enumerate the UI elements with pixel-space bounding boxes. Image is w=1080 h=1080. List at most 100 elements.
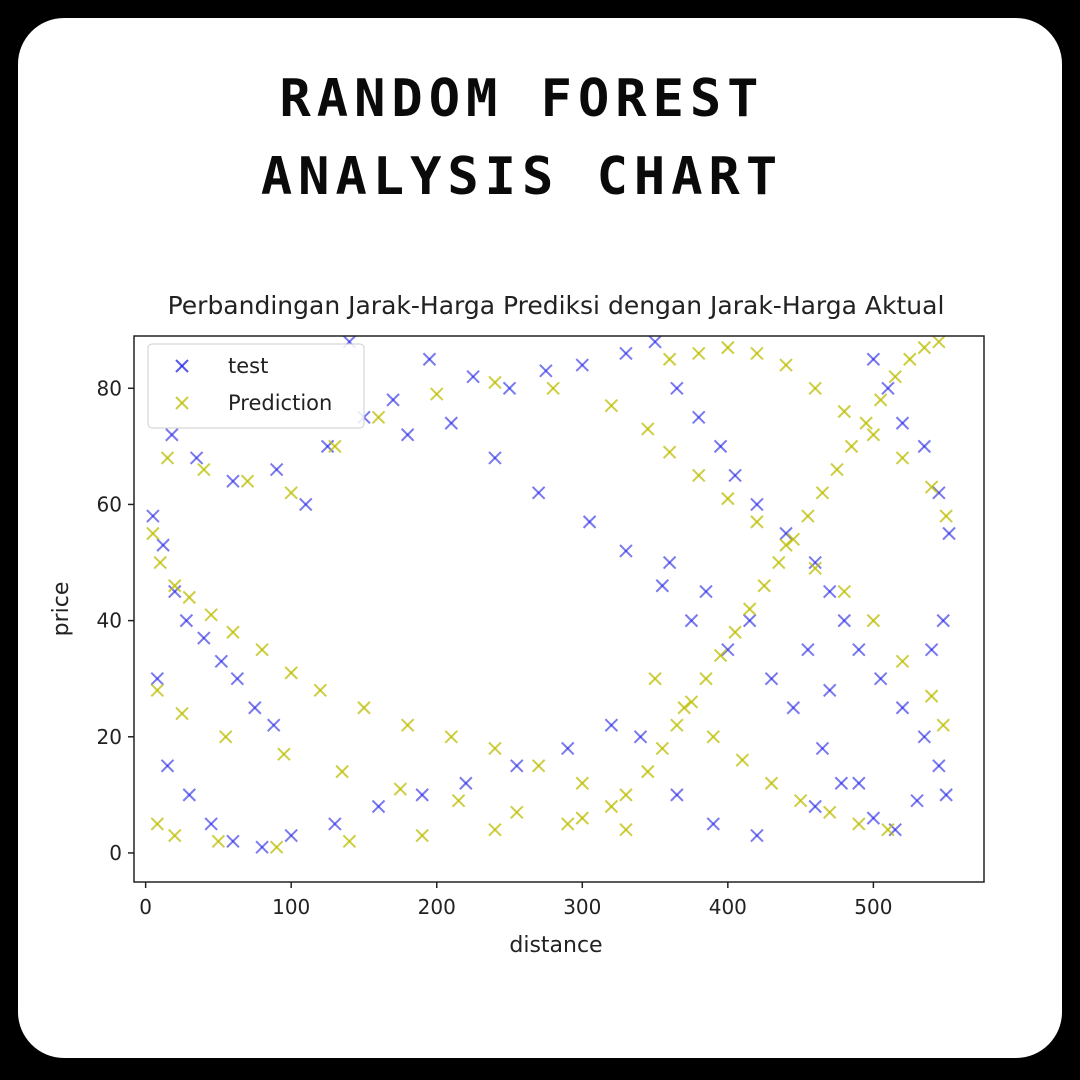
test-point [502,381,517,395]
prediction-point [808,381,822,395]
test-point [488,451,502,465]
test-point [539,364,553,378]
test-point [917,730,932,744]
legend-label: Prediction [228,391,332,415]
test-point [924,642,939,657]
prediction-point [146,526,160,541]
prediction-point [531,759,546,773]
prediction-point [684,695,699,709]
test-point [721,642,735,657]
prediction-point [764,776,779,790]
test-point [633,730,648,744]
test-point [156,538,170,552]
test-point [823,584,837,599]
test-point [299,497,313,512]
prediction-point [815,486,830,500]
chart-card [18,18,1062,1058]
test-point [284,828,298,843]
prediction-point [936,718,950,732]
test-point [917,439,932,454]
prediction-point [837,584,851,599]
test-point [248,701,262,715]
y-tick-label: 20 [97,725,122,749]
test-point [604,718,619,732]
test-point [561,741,575,756]
prediction-point [859,416,873,430]
test-point [269,462,284,477]
test-point [808,555,822,570]
test-point [786,701,801,715]
prediction-point [924,480,939,494]
prediction-point [342,834,357,849]
prediction-point [721,340,735,355]
test-point [692,410,706,425]
prediction-point [153,555,167,570]
prediction-point [561,817,575,831]
prediction-point [182,590,197,605]
page-title-line2: ANALYSIS CHART [260,147,784,207]
legend-label: test [228,354,268,378]
prediction-point [655,741,670,756]
prediction-point [150,683,164,698]
prediction-point [604,398,619,413]
test-point [386,393,400,407]
test-point [801,642,815,657]
test-point [531,486,546,500]
prediction-point [757,579,771,593]
test-point [852,776,866,790]
test-point [742,613,757,628]
prediction-point [335,764,349,779]
y-axis-label: price [49,582,74,637]
test-point [873,671,888,686]
test-point [582,515,597,529]
test-point [728,468,742,483]
legend-box [147,343,365,429]
prediction-point [677,701,691,715]
prediction-point [648,671,662,686]
prediction-point [793,793,808,808]
prediction-point [779,358,793,372]
prediction-point [699,671,713,686]
prediction-point [692,346,706,361]
test-point [706,817,720,831]
test-point [910,793,924,808]
test-point [165,428,179,442]
test-point [150,671,164,686]
test-point [866,811,881,825]
x-tick-label: 0 [139,895,152,919]
y-tick-label: 0 [109,841,122,865]
prediction-point [830,462,844,477]
test-point [932,486,946,500]
prediction-point [510,805,524,820]
y-tick-label: 60 [97,492,122,516]
prediction-point [488,823,502,837]
prediction-point [269,840,284,854]
axes-ticks: 0 100 200 300 400 500 0 20 40 60 80 [97,376,893,919]
prediction-point [619,823,633,837]
test-point [895,416,910,430]
prediction-point [255,642,269,657]
prediction-point [706,730,720,744]
test-point [160,759,175,773]
test-point [182,788,197,802]
x-tick-label: 200 [418,895,456,919]
prediction-point [240,474,255,488]
prediction-point [444,730,459,744]
test-point [422,352,437,366]
prediction-point [844,439,859,454]
prediction-point [197,462,211,477]
prediction-point [939,509,953,523]
prediction-point [750,346,764,361]
test-point [226,834,240,849]
test-point [400,428,415,442]
x-axis-label: distance [509,933,602,958]
test-point [619,346,633,361]
prediction-point [430,387,444,401]
prediction-point [670,718,684,732]
test-point [197,631,211,645]
test-point [619,544,633,558]
prediction-point [932,335,946,349]
test-point [444,416,459,430]
test-point [852,642,866,657]
test-point [328,817,342,831]
